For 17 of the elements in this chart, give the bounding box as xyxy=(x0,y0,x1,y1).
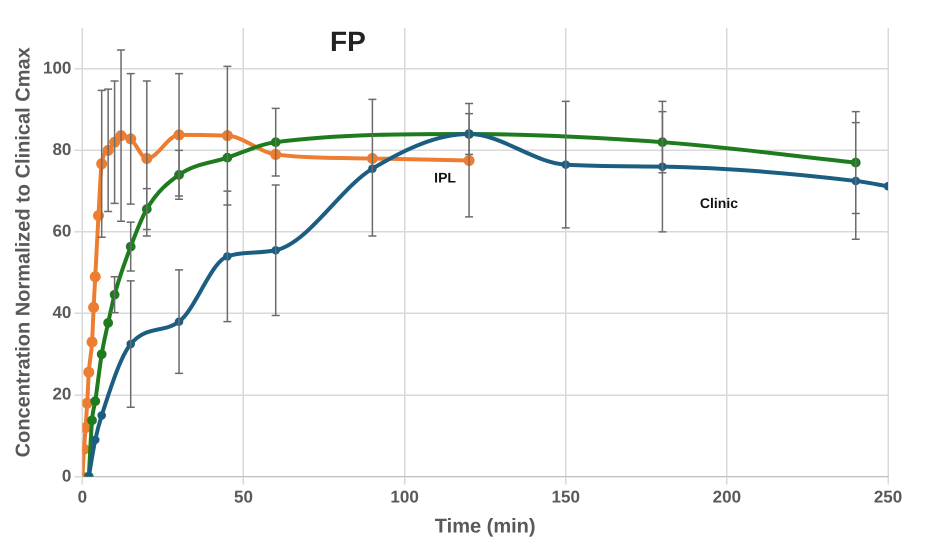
x-tick-label: 50 xyxy=(234,487,253,506)
y-axis-title: Concentration Normalized to Clinical Cmax xyxy=(12,47,35,458)
y-tick-label: 60 xyxy=(52,222,72,241)
x-tick-label: 200 xyxy=(712,487,742,506)
series-label: IPL xyxy=(434,170,456,186)
x-tick-label: 150 xyxy=(552,487,580,506)
y-tick-label: 40 xyxy=(52,303,72,322)
y-tick-label: 20 xyxy=(52,384,72,404)
x-tick-label: 0 xyxy=(78,487,88,506)
x-tick-label: 250 xyxy=(874,487,902,506)
y-tick-label: 80 xyxy=(52,140,72,160)
y-tick-label: 0 xyxy=(62,466,72,486)
y-tick-label: 100 xyxy=(42,58,72,78)
x-tick-label: 100 xyxy=(390,487,419,506)
chart-title: FP xyxy=(330,26,366,58)
series-label: Clinic xyxy=(700,195,738,212)
x-axis-title: Time (min) xyxy=(434,516,536,538)
